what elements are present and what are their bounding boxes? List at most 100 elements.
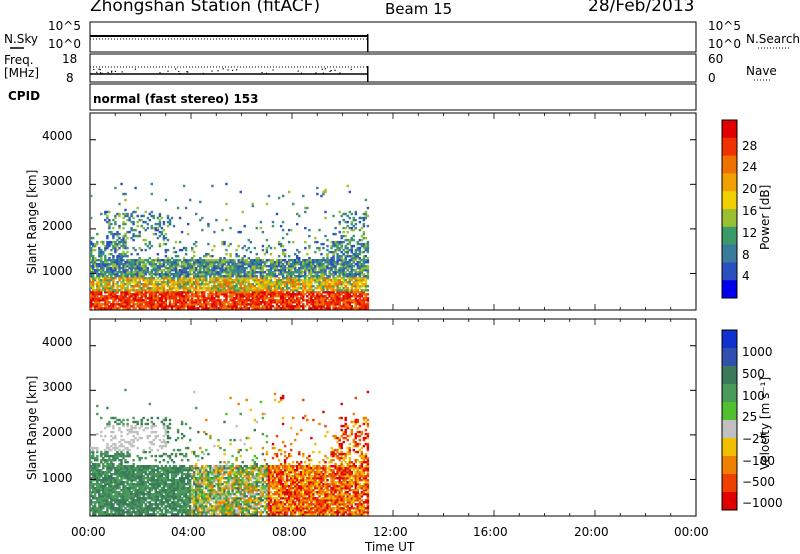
heatmap-cell xyxy=(160,501,164,504)
heatmap-cell xyxy=(209,303,212,306)
heatmap-cell xyxy=(358,242,362,246)
heatmap-cell xyxy=(277,242,281,246)
heatmap-cell xyxy=(108,277,111,280)
heatmap-cell xyxy=(231,289,234,292)
heatmap-cell xyxy=(112,236,115,240)
heatmap-cell xyxy=(298,259,301,262)
heatmap-cell xyxy=(283,281,287,284)
heatmap-cell xyxy=(174,265,178,268)
nsearch-tick-top: 10^5 xyxy=(708,19,741,33)
heatmap-cell xyxy=(229,269,232,272)
heatmap-cell xyxy=(132,281,135,284)
heatmap-cell xyxy=(172,301,176,304)
heatmap-cell xyxy=(106,259,109,262)
heatmap-cell xyxy=(364,305,368,308)
heatmap-cell xyxy=(354,289,357,292)
heatmap-cell xyxy=(94,456,97,460)
heatmap-cell xyxy=(152,424,155,428)
heatmap-cell xyxy=(261,289,265,292)
heatmap-cell xyxy=(100,483,103,486)
heatmap-cell xyxy=(362,279,366,282)
heatmap-cell xyxy=(209,277,212,280)
heatmap-cell xyxy=(128,279,131,282)
heatmap-cell xyxy=(152,273,155,276)
heatmap-cell xyxy=(138,511,141,514)
heatmap-cell xyxy=(316,281,319,284)
heatmap-cell xyxy=(364,198,368,202)
heatmap-cell xyxy=(114,459,117,462)
heatmap-cell xyxy=(211,307,214,310)
heatmap-cell xyxy=(112,465,115,468)
heatmap-cell xyxy=(140,224,143,228)
heatmap-cell xyxy=(122,220,125,224)
heatmap-cell xyxy=(94,289,97,292)
heatmap-cell xyxy=(348,275,351,278)
heatmap-cell xyxy=(269,297,273,300)
heatmap-cell xyxy=(120,238,123,242)
heatmap-cell xyxy=(275,212,279,216)
heatmap-cell xyxy=(320,293,323,296)
heatmap-cell xyxy=(346,255,349,258)
heatmap-cell xyxy=(122,501,125,504)
heatmap-cell xyxy=(100,275,103,278)
heatmap-cell xyxy=(166,489,170,492)
heatmap-cell xyxy=(231,297,234,300)
heatmap-cell xyxy=(308,279,311,282)
heatmap-cell xyxy=(144,299,147,302)
heatmap-cell xyxy=(146,487,149,490)
heatmap-cell xyxy=(136,495,139,498)
heatmap-cell xyxy=(170,297,174,300)
heatmap-cell xyxy=(265,303,269,306)
heatmap-cell xyxy=(156,285,160,288)
heatmap-cell xyxy=(336,291,339,294)
heatmap-cell xyxy=(197,285,200,288)
heatmap-cell xyxy=(168,269,172,272)
heatmap-cell xyxy=(259,226,263,230)
heatmap-cell xyxy=(354,281,357,284)
heatmap-cell xyxy=(102,297,105,300)
heatmap-cell xyxy=(148,489,151,492)
heatmap-cell xyxy=(168,418,172,422)
heatmap-cell xyxy=(158,279,162,282)
heatmap-cell xyxy=(96,509,99,512)
heatmap-cell xyxy=(201,293,204,296)
heatmap-cell xyxy=(336,289,339,292)
heatmap-cell xyxy=(304,281,307,284)
heatmap-cell xyxy=(102,279,105,282)
heatmap-cell xyxy=(227,289,230,292)
heatmap-cell xyxy=(120,244,123,248)
heatmap-cell xyxy=(330,293,333,296)
heatmap-cell xyxy=(148,297,151,300)
heatmap-cell xyxy=(219,275,222,278)
heatmap-cell xyxy=(142,475,145,478)
heatmap-cell xyxy=(340,240,343,244)
heatmap-cell xyxy=(304,240,307,244)
heatmap-cell xyxy=(138,232,141,236)
heatmap-cell xyxy=(152,226,155,230)
heatmap-cell xyxy=(205,259,208,262)
heatmap-cell xyxy=(281,295,285,298)
heatmap-cell xyxy=(178,271,182,274)
heatmap-cell xyxy=(306,289,309,292)
heatmap-cell xyxy=(259,273,263,276)
heatmap-cell xyxy=(356,271,359,274)
heatmap-cell xyxy=(285,283,289,286)
heatmap-cell xyxy=(362,275,366,278)
heatmap-cell xyxy=(332,301,335,304)
heatmap-cell xyxy=(364,261,368,264)
heatmap-cell xyxy=(136,513,139,516)
heatmap-cell xyxy=(118,448,121,452)
heatmap-cell xyxy=(106,446,109,450)
heatmap-cell xyxy=(199,277,202,280)
heatmap-cell xyxy=(144,279,147,282)
heatmap-cell xyxy=(277,299,281,302)
heatmap-cell xyxy=(136,483,139,486)
heatmap-cell xyxy=(281,194,285,198)
heatmap-cell xyxy=(114,277,117,280)
heatmap-cell xyxy=(168,301,172,304)
heatmap-cell xyxy=(90,246,93,250)
heatmap-cell xyxy=(94,291,97,294)
heatmap-cell xyxy=(98,465,101,468)
heatmap-cell xyxy=(118,491,121,494)
heatmap-cell xyxy=(257,303,261,306)
